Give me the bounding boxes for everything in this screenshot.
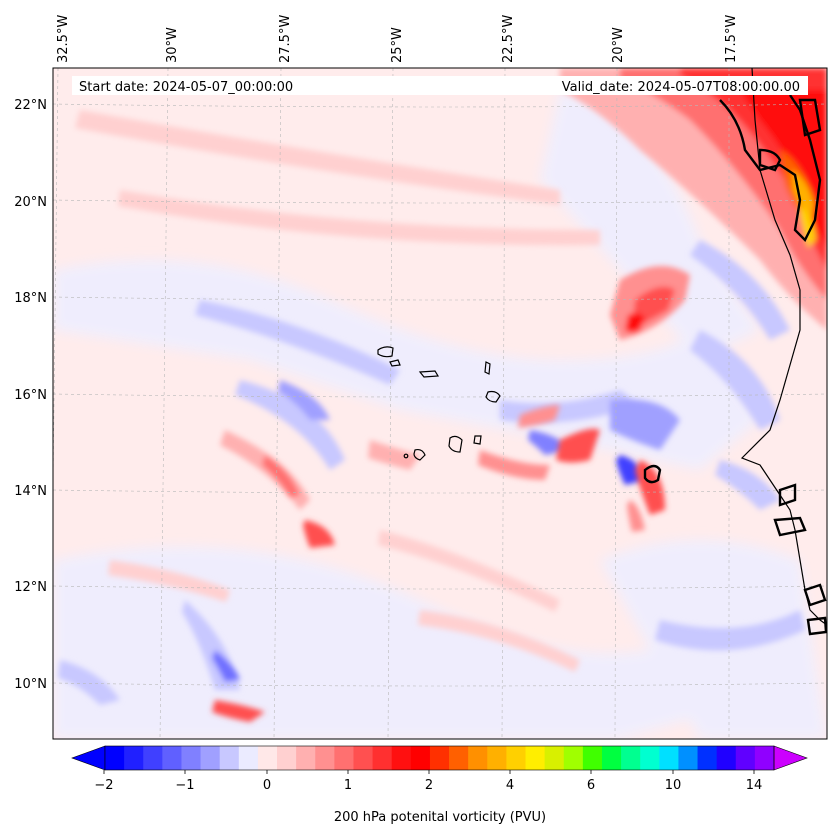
colorbar-swatch: [372, 746, 393, 770]
colorbar-tick-label: 10: [665, 778, 682, 793]
colorbar-swatch: [219, 746, 240, 770]
colorbar-swatch: [563, 746, 584, 770]
colorbar-swatch: [238, 746, 259, 770]
colorbar-swatch: [257, 746, 278, 770]
colorbar-extend-low: [71, 745, 106, 771]
colorbar-swatch: [697, 746, 718, 770]
valid-date-label: Valid_date: 2024-05-07T08:00:00.00: [562, 80, 800, 95]
header-background: [72, 76, 808, 95]
latitude-label: 14°N: [14, 484, 47, 499]
longitude-labels: 32.5°W 30°W 27.5°W 25°W 22.5°W 20°W 17.5°W: [56, 15, 739, 63]
colorbar-swatch: [162, 746, 182, 770]
longitude-label: 32.5°W: [56, 15, 71, 63]
colorbar-swatch: [105, 746, 125, 770]
latitude-label: 22°N: [14, 98, 47, 113]
colorbar-swatch: [621, 746, 641, 770]
colorbar-tick-label: 4: [506, 778, 514, 793]
longitude-label: 25°W: [390, 27, 405, 63]
colorbar-extend-high: [773, 745, 808, 771]
colorbar-swatch: [525, 746, 546, 770]
longitude-label: 17.5°W: [724, 15, 739, 63]
colorbar-tick-label: 0: [263, 778, 271, 793]
longitude-label: 27.5°W: [278, 15, 293, 63]
start-date-label: Start date: 2024-05-07_00:00:00: [79, 80, 293, 95]
colorbar-swatch: [124, 746, 144, 770]
colorbar-swatch: [468, 746, 488, 770]
colorbar-swatch: [601, 746, 622, 770]
colorbar-swatch: [334, 746, 354, 770]
colorbar-tick-label: −1: [175, 778, 194, 793]
colorbar-tick-label: 6: [587, 778, 595, 793]
graticule: [53, 68, 827, 739]
colorbar: −2 −1 0 1 2 4 6 10 14: [71, 745, 808, 793]
colorbar-swatch: [391, 746, 412, 770]
colorbar-frame: [104, 745, 775, 771]
colorbar-swatch: [315, 746, 335, 770]
colorbar-swatch: [429, 746, 450, 770]
red-streaks: [75, 110, 690, 722]
colorbar-tick-label: 2: [425, 778, 433, 793]
colorbar-swatch: [181, 746, 202, 770]
colorbar-swatch: [716, 746, 737, 770]
longitude-label: 30°W: [165, 27, 180, 63]
colorbar-swatch: [506, 746, 527, 770]
longitude-label: 20°W: [611, 27, 626, 63]
colorbar-swatch: [200, 746, 221, 770]
latitude-labels: 22°N 20°N 18°N 16°N 14°N 12°N 10°N: [14, 98, 47, 692]
cape-verde-islands: [377, 346, 501, 461]
colorbar-swatch: [754, 746, 775, 770]
colorbar-swatch: [410, 746, 431, 770]
map-frame: [52, 67, 828, 740]
colorbar-swatch: [582, 746, 603, 770]
colorbar-swatch: [296, 746, 316, 770]
colorbar-swatch: [735, 746, 756, 770]
colorbar-swatch: [640, 746, 660, 770]
latitude-label: 12°N: [14, 580, 47, 595]
colorbar-swatch: [487, 746, 507, 770]
latitude-label: 10°N: [14, 677, 47, 692]
colorbar-swatch: [678, 746, 699, 770]
colorbar-tick-label: −2: [94, 778, 113, 793]
colorbar-swatch: [544, 746, 565, 770]
colorbar-swatch: [143, 746, 163, 770]
colorbar-swatch: [449, 746, 469, 770]
colorbar-swatch: [659, 746, 679, 770]
latitude-label: 20°N: [14, 195, 47, 210]
map-panel: Start date: 2024-05-07_00:00:00 Valid_da…: [53, 68, 827, 739]
africa-coastline: [740, 68, 827, 626]
thick-contours: [643, 94, 827, 636]
colorbar-tick-label: 14: [746, 778, 763, 793]
longitude-label: 22.5°W: [501, 15, 516, 63]
latitude-label: 16°N: [14, 388, 47, 403]
colorbar-swatch: [353, 746, 374, 770]
latitude-label: 18°N: [14, 291, 47, 306]
colorbar-tick-label: 1: [344, 778, 352, 793]
colorbar-label: 200 hPa potenital vorticity (PVU): [334, 810, 546, 825]
colorbar-swatch: [277, 746, 297, 770]
